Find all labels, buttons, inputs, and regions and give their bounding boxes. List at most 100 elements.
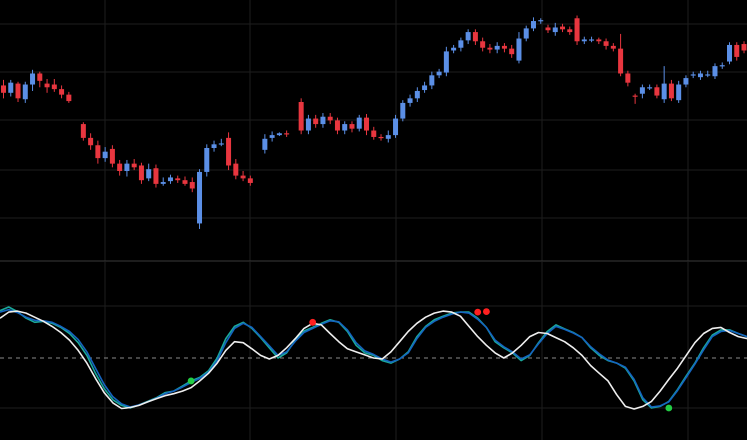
candle-body xyxy=(625,73,631,83)
oscillator-panel-lines xyxy=(0,306,747,410)
candle-body xyxy=(298,102,304,131)
candle-body xyxy=(320,116,326,125)
candle-body xyxy=(668,83,674,99)
oscillator-line xyxy=(0,308,747,408)
candle-body xyxy=(552,27,558,33)
candle-body xyxy=(530,21,536,29)
candle-body xyxy=(226,137,232,166)
candle-body xyxy=(400,102,406,119)
candle-body xyxy=(697,73,703,78)
candle-body xyxy=(501,45,507,49)
candle-body xyxy=(240,175,246,179)
candle-body xyxy=(574,18,580,42)
candle-body xyxy=(690,74,696,76)
candle-body xyxy=(639,87,645,94)
candle-body xyxy=(523,28,529,39)
candle-body xyxy=(676,84,682,101)
candle-body xyxy=(480,41,486,48)
candle-body xyxy=(719,65,725,67)
candle-body xyxy=(51,84,57,90)
candle-body xyxy=(233,163,239,176)
candle-body xyxy=(494,45,500,50)
signal-dot xyxy=(665,404,673,412)
candle-body xyxy=(342,124,348,131)
candle-body xyxy=(59,89,65,95)
candle-body xyxy=(175,178,181,181)
candle-body xyxy=(356,117,362,129)
candle-body xyxy=(589,39,595,41)
candle-body xyxy=(349,124,355,129)
oscillator-panel-markers xyxy=(187,308,673,412)
candle-body xyxy=(458,40,464,48)
candle-body xyxy=(443,51,449,73)
candle-body xyxy=(472,32,478,42)
candle-body xyxy=(371,130,377,137)
candle-body xyxy=(276,133,282,136)
candle-body xyxy=(741,44,747,51)
candle-body xyxy=(545,27,551,31)
candle-body xyxy=(109,148,115,164)
candle-body xyxy=(284,133,290,135)
candle-body xyxy=(451,47,457,51)
candle-body xyxy=(262,138,268,150)
candle-body xyxy=(44,83,50,88)
candle-body xyxy=(393,118,399,136)
candle-body xyxy=(407,98,413,103)
candle-body xyxy=(364,117,369,131)
candle-body xyxy=(487,47,493,50)
candle-body xyxy=(182,180,188,184)
candle-body xyxy=(305,118,311,131)
candle-body xyxy=(327,116,333,121)
candle-body xyxy=(131,163,137,168)
candle-body xyxy=(429,75,435,86)
candle-body xyxy=(80,124,86,138)
candle-body xyxy=(567,29,573,33)
candle-body xyxy=(683,78,689,85)
candle-body xyxy=(167,177,173,182)
candle-body xyxy=(603,41,609,46)
candle-body xyxy=(117,163,123,171)
candle-body xyxy=(269,135,275,138)
candle-body xyxy=(15,83,21,99)
candle-body xyxy=(95,145,101,159)
candle-body xyxy=(204,148,210,172)
candle-body xyxy=(705,74,711,76)
candle-body xyxy=(560,26,566,30)
candle-body xyxy=(436,71,442,76)
candle-body xyxy=(138,165,144,181)
candle-body xyxy=(654,87,660,96)
candle-body xyxy=(618,48,624,74)
candle-body xyxy=(197,171,203,224)
candle-body xyxy=(153,168,159,184)
candle-body xyxy=(712,66,718,77)
candle-body xyxy=(30,73,36,85)
candle-body xyxy=(211,144,217,148)
candle-body xyxy=(1,85,6,93)
candle-body xyxy=(37,73,43,81)
candle-body xyxy=(596,39,602,42)
candle-body xyxy=(727,44,732,62)
candle-body xyxy=(734,44,740,57)
signal-dot xyxy=(187,377,195,385)
candle-body xyxy=(313,118,319,125)
oscillator-line xyxy=(0,310,747,410)
signal-dot xyxy=(483,308,490,315)
candle-body xyxy=(509,48,515,55)
candle-body xyxy=(414,90,420,99)
candle-body xyxy=(88,137,94,146)
candle-body xyxy=(102,151,108,159)
candle-body xyxy=(22,84,28,100)
candle-body xyxy=(146,169,152,179)
candle-body xyxy=(66,94,72,102)
candle-body xyxy=(538,20,544,22)
candle-body xyxy=(422,85,428,91)
candle-body xyxy=(334,120,340,131)
candle-body xyxy=(516,38,522,61)
candle-body xyxy=(160,182,166,184)
price-panel-candles xyxy=(1,15,747,229)
candle-body xyxy=(385,135,391,139)
candle-body xyxy=(632,95,638,97)
candle-body xyxy=(8,82,14,93)
